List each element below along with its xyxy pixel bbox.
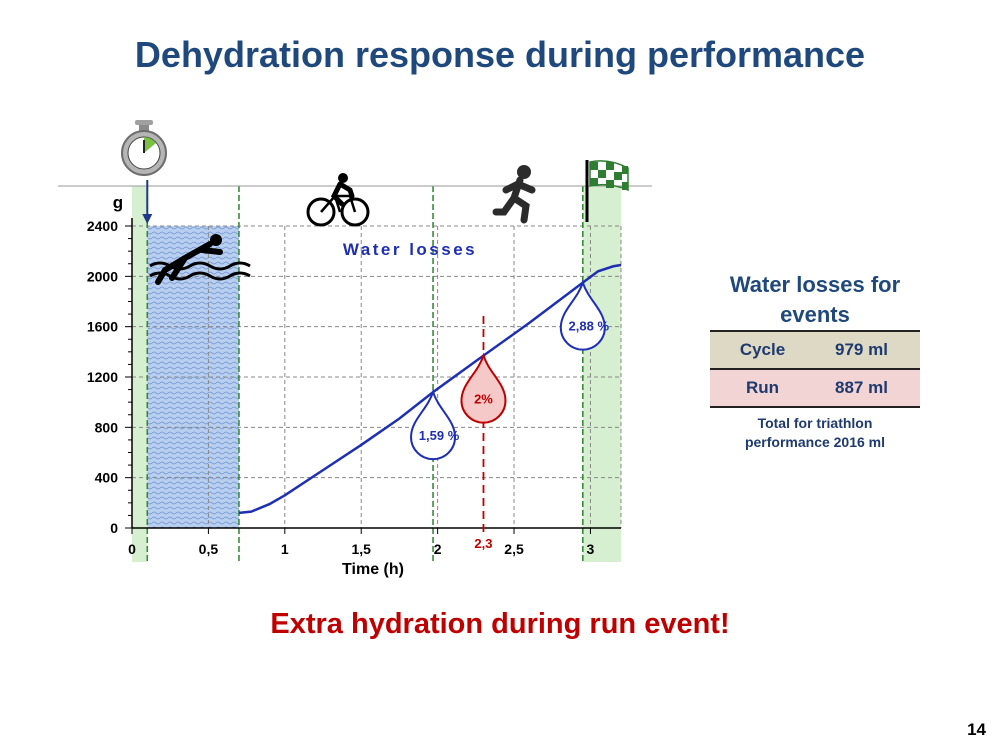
y-axis-label: g [113,193,123,212]
y-tick-label: 800 [95,419,119,435]
x-tick-label: 2,5 [504,541,524,557]
drop-label: 1,59 % [419,428,460,443]
water-loss-table: Cycle 979 ml Run 887 ml [710,330,920,408]
drop-label: 2% [474,392,493,407]
y-tick-label: 400 [95,470,119,486]
marker-label: 2,3 [474,536,492,551]
event-value: 979 ml [835,340,888,359]
table-row-run: Run 887 ml [710,369,920,407]
start-arrowhead [142,214,153,224]
event-name: Run [745,378,780,397]
cyclist-icon [306,173,370,227]
x-tick-label: 3 [587,541,595,557]
total-line2: performance 2016 ml [744,434,886,450]
water-loss-line [238,263,622,515]
x-axis-label: Time (h) [342,561,404,578]
x-tick-label: 0,5 [199,541,219,557]
y-tick-label: 1600 [87,319,118,335]
stopwatch-icon [121,120,167,176]
drop-shape [410,388,457,461]
drop-shape [559,279,606,351]
finish-flag-icon [585,160,629,222]
y-tick-label: 1200 [87,369,118,385]
swimmer-icon [149,234,251,285]
x-tick-label: 1,5 [351,541,371,557]
side-title-line1: Water losses for [729,272,901,297]
total-line1: Total for triathlon [757,415,873,431]
conclusion-text: Extra hydration during run event! [270,608,730,640]
dehydration-chart: 2,3 1,59 % 2% 2,88 % 0 400 800 1200 1600 2000 240… [58,120,652,578]
y-tick-label: 2000 [87,268,118,284]
drop-label: 2,88 % [569,319,610,334]
slide-title: Dehydration response during performance [134,34,866,75]
side-title-line2: events [780,302,850,327]
event-value: 887 ml [835,378,888,397]
event-name: Cycle [739,340,786,359]
runner-icon [492,165,536,224]
y-tick-label: 0 [110,520,118,536]
x-tick-label: 0 [128,541,136,557]
page-number: 14 [967,720,986,739]
x-tick-label: 1 [281,541,289,557]
transition-band [582,186,621,562]
drop-shape [460,352,507,424]
series-label: Water losses [343,240,477,259]
side-panel-title: Water losses for events [700,270,930,330]
x-tick-label: 2 [434,541,442,557]
total-note: Total for triathlon performance 2016 ml [705,414,925,452]
table-row-cycle: Cycle 979 ml [710,331,920,369]
y-tick-label: 2400 [87,218,118,234]
transition-band [132,186,148,562]
